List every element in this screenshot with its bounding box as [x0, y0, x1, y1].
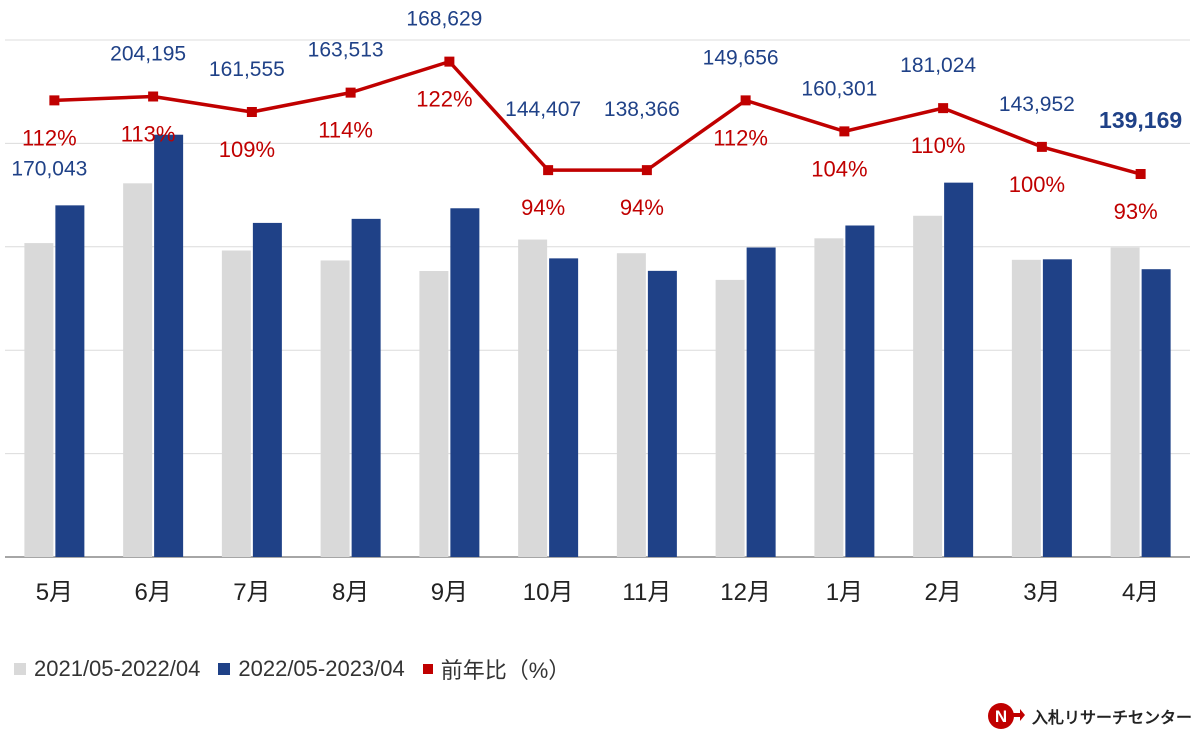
brand-logo: N 入札リサーチセンター: [986, 700, 1192, 732]
bar-curr: [252, 222, 282, 557]
legend-swatch-yoy: [422, 664, 433, 674]
legend-label-prev: 2021/05-2022/04: [34, 656, 201, 681]
bar-value-label: 149,656: [703, 46, 779, 69]
bar-curr: [450, 208, 480, 558]
bar-prev: [616, 253, 646, 557]
svg-text:N: N: [995, 707, 1007, 726]
yoy-label: 94%: [620, 195, 664, 220]
yoy-marker: [345, 87, 356, 98]
yoy-label: 104%: [811, 156, 867, 181]
yoy-marker: [49, 95, 60, 106]
bar-prev: [913, 215, 943, 557]
yoy-label: 113%: [121, 122, 176, 147]
yoy-marker: [1036, 141, 1047, 152]
bar-value-label: 168,629: [406, 8, 482, 31]
bar-curr: [746, 247, 776, 557]
bar-curr: [549, 258, 579, 557]
bar-prev: [1110, 247, 1140, 557]
x-tick-label: 3月: [1023, 579, 1060, 606]
yoy-marker: [444, 56, 455, 67]
bar-value-label: 160,301: [801, 77, 877, 100]
yoy-line: [49, 56, 1146, 179]
bar-value-label: 138,366: [604, 98, 680, 121]
yoy-marker: [641, 165, 652, 176]
bar-prev: [1011, 259, 1041, 557]
x-tick-label: 2月: [924, 579, 961, 606]
bar-curr: [1042, 259, 1072, 557]
legend-label-curr: 2022/05-2023/04: [238, 656, 405, 681]
brand-name: 入札リサーチセンター: [1032, 710, 1193, 727]
yoy-marker: [839, 126, 850, 137]
yoy-label: 110%: [911, 133, 966, 158]
x-axis-ticks: 5月 6月 7月 8月 9月 10月 11月 12月 1月 2月 3月 4月: [36, 579, 1160, 606]
x-tick-label: 7月: [233, 579, 270, 606]
brand-mark-icon: N: [988, 703, 1025, 729]
x-tick-label: 12月: [720, 579, 771, 606]
bar-curr: [154, 134, 184, 558]
bar-curr: [1141, 269, 1171, 557]
bar-prev: [518, 239, 548, 557]
gridlines: [5, 39, 1190, 558]
bar-prev: [123, 183, 153, 558]
legend: 2021/05-2022/04 2022/05-2023/04 前年比（%）: [14, 654, 570, 684]
legend-swatch-prev: [14, 663, 26, 675]
yoy-label: 94%: [521, 195, 565, 220]
x-tick-label: 1月: [826, 579, 863, 606]
yoy-marker: [246, 107, 257, 117]
bar-prev: [419, 270, 449, 557]
yoy-label: 112%: [22, 125, 77, 150]
bar-value-label: 181,024: [900, 54, 976, 77]
bar-value-label: 204,195: [110, 43, 186, 66]
bar-prev: [814, 238, 844, 557]
x-tick-label: 8月: [332, 579, 369, 606]
legend-swatch-curr: [218, 663, 231, 675]
bar-prev: [715, 279, 745, 557]
yoy-label: 93%: [1114, 199, 1158, 224]
bar-value-label: 144,407: [505, 98, 581, 121]
bar-value-label: 143,952: [999, 93, 1075, 116]
bar-value-labels: 170,043 204,195 161,555 163,513 168,629 144,4…: [11, 8, 1182, 181]
bars-current-year: [55, 134, 1171, 558]
yoy-label: 100%: [1009, 172, 1065, 197]
yoy-marker: [938, 103, 949, 114]
yoy-marker: [1135, 169, 1146, 179]
bar-prev: [24, 243, 54, 557]
x-tick-label: 11月: [622, 579, 671, 606]
bar-curr: [55, 205, 85, 557]
bar-value-label: 161,555: [209, 58, 285, 81]
legend-item-prev: 2021/05-2022/04: [14, 656, 200, 682]
bar-value-label: 163,513: [308, 39, 384, 62]
x-tick-label: 9月: [431, 579, 468, 606]
bar-curr: [647, 270, 677, 557]
yoy-marker: [740, 95, 751, 106]
x-tick-label: 5月: [36, 579, 73, 606]
chart: 170,043 204,195 161,555 163,513 168,629 144,4…: [5, 8, 1190, 606]
yoy-marker: [148, 91, 159, 102]
yoy-label: 114%: [318, 118, 373, 143]
yoy-label: 109%: [219, 137, 275, 162]
x-tick-label: 4月: [1122, 579, 1159, 606]
bar-curr: [845, 225, 875, 557]
bar-prev: [221, 250, 251, 557]
yoy-labels: 112% 113% 109% 114% 122% 94% 94% 112% 104% 110% 10…: [22, 87, 1158, 224]
x-tick-label: 6月: [134, 579, 171, 606]
x-tick-label: 10月: [523, 579, 574, 606]
yoy-label: 122%: [416, 87, 472, 112]
legend-item-yoy: 前年比（%）: [422, 653, 571, 685]
legend-label-yoy: 前年比（%）: [440, 658, 571, 683]
bar-value-label: 170,043: [11, 157, 87, 180]
bars-previous-year: [24, 183, 1140, 558]
bar-curr: [351, 218, 381, 558]
yoy-line-path: [54, 59, 1142, 176]
bar-value-label: 139,169: [1099, 107, 1182, 133]
yoy-marker: [543, 165, 554, 176]
legend-item-curr: 2022/05-2023/04: [218, 656, 405, 682]
bar-curr: [944, 182, 974, 557]
bar-prev: [320, 260, 350, 557]
yoy-label: 112%: [713, 125, 768, 150]
